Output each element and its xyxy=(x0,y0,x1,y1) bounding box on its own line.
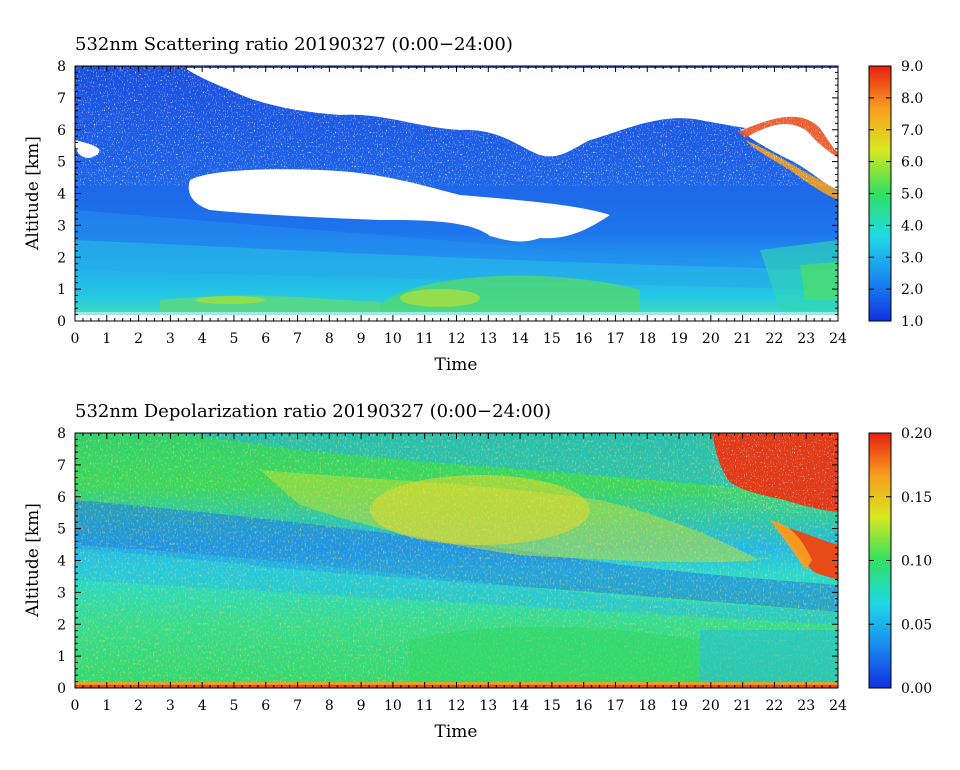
x-tick-label: 13 xyxy=(479,331,497,347)
x-tick-label: 14 xyxy=(511,698,529,714)
y-tick-label: 7 xyxy=(57,458,66,474)
y-tick-label: 6 xyxy=(57,490,66,506)
x-tick-label: 20 xyxy=(702,331,720,347)
x-tick-label: 17 xyxy=(607,698,625,714)
colorbar-tick-label: 9.0 xyxy=(901,59,923,75)
colorbar-tick-label: 5.0 xyxy=(901,187,923,203)
y-tick-label: 0 xyxy=(57,314,66,330)
x-tick-label: 14 xyxy=(511,331,529,347)
x-tick-label: 9 xyxy=(357,698,366,714)
x-tick-label: 18 xyxy=(638,331,656,347)
x-tick-label: 15 xyxy=(543,698,561,714)
x-tick-label: 3 xyxy=(166,698,175,714)
x-tick-label: 12 xyxy=(448,698,466,714)
y-tick-label: 0 xyxy=(57,681,66,697)
colorbar-tick-label: 1.0 xyxy=(901,314,923,330)
x-axis-label: Time xyxy=(435,355,478,375)
x-tick-label: 22 xyxy=(766,331,784,347)
depolarization-ratio-panel: 532nm Depolarization ratio 20190327 (0:0… xyxy=(23,401,932,742)
x-tick-label: 5 xyxy=(229,698,238,714)
y-tick-label: 8 xyxy=(57,59,66,75)
x-tick-label: 15 xyxy=(543,331,561,347)
x-tick-label: 3 xyxy=(166,331,175,347)
x-tick-label: 12 xyxy=(448,331,466,347)
x-tick-label: 1 xyxy=(102,331,111,347)
x-tick-label: 18 xyxy=(638,698,656,714)
x-tick-label: 7 xyxy=(293,698,302,714)
y-tick-label: 2 xyxy=(57,250,66,266)
x-tick-label: 24 xyxy=(829,698,847,714)
scattering-ratio-panel: 532nm Scattering ratio 20190327 (0:00−24… xyxy=(23,34,923,375)
x-tick-label: 19 xyxy=(670,331,688,347)
x-tick-label: 10 xyxy=(384,331,402,347)
x-tick-label: 7 xyxy=(293,331,302,347)
x-tick-label: 13 xyxy=(479,698,497,714)
x-axis: 0 1 2 3 4 5 6 7 8 9 10 11 12 13 14 15 16 17 18 19 20 21 22 23 24 xyxy=(71,433,847,714)
y-tick-label: 5 xyxy=(57,155,66,171)
y-axis-label: Altitude [km] xyxy=(23,503,43,618)
x-tick-label: 11 xyxy=(416,331,434,347)
y-tick-label: 7 xyxy=(57,91,66,107)
x-tick-label: 8 xyxy=(325,331,334,347)
y-tick-label: 3 xyxy=(57,218,66,234)
x-tick-label: 23 xyxy=(797,698,815,714)
y-axis: 0 1 2 3 4 5 6 7 8 xyxy=(57,59,838,330)
colorbar: 0.00 0.05 0.10 0.15 0.20 xyxy=(868,426,932,697)
x-axis: 0 1 2 3 4 5 6 7 8 9 10 11 12 13 14 15 16 17 18 19 20 21 22 23 24 xyxy=(71,66,847,347)
colorbar-tick-label: 2.0 xyxy=(901,282,923,298)
x-tick-label: 8 xyxy=(325,698,334,714)
x-tick-label: 17 xyxy=(607,331,625,347)
x-tick-label: 16 xyxy=(575,331,593,347)
colorbar-tick-label: 4.0 xyxy=(901,218,923,234)
colorbar-tick-label: 0.20 xyxy=(901,426,932,442)
x-tick-label: 11 xyxy=(416,698,434,714)
x-tick-label: 2 xyxy=(134,698,143,714)
x-tick-label: 20 xyxy=(702,698,720,714)
x-tick-label: 10 xyxy=(384,698,402,714)
x-tick-label: 24 xyxy=(829,331,847,347)
y-tick-label: 3 xyxy=(57,585,66,601)
x-tick-label: 0 xyxy=(71,698,80,714)
y-tick-label: 8 xyxy=(57,426,66,442)
y-axis-label: Altitude [km] xyxy=(23,136,43,251)
x-tick-label: 21 xyxy=(734,331,752,347)
y-tick-label: 2 xyxy=(57,617,66,633)
x-tick-label: 19 xyxy=(670,698,688,714)
colorbar-tick-label: 0.00 xyxy=(901,681,932,697)
y-tick-label: 1 xyxy=(57,649,66,665)
y-axis: 0 1 2 3 4 5 6 7 8 xyxy=(57,426,838,697)
colorbar-tick-label: 0.10 xyxy=(901,554,932,570)
chart-title: 532nm Scattering ratio 20190327 (0:00−24… xyxy=(75,34,513,55)
y-tick-label: 5 xyxy=(57,522,66,538)
x-axis-label: Time xyxy=(435,722,478,742)
x-tick-label: 4 xyxy=(198,698,207,714)
x-tick-label: 0 xyxy=(71,331,80,347)
x-tick-label: 1 xyxy=(102,698,111,714)
x-tick-label: 6 xyxy=(261,331,270,347)
colorbar-tick-label: 6.0 xyxy=(901,155,923,171)
x-tick-label: 5 xyxy=(229,331,238,347)
heatmap-image xyxy=(75,433,838,688)
x-tick-label: 16 xyxy=(575,698,593,714)
x-tick-label: 22 xyxy=(766,698,784,714)
y-tick-label: 4 xyxy=(57,554,66,570)
colorbar: 1.0 2.0 3.0 4.0 5.0 6.0 7.0 8.0 9.0 xyxy=(868,59,923,330)
heatmap-image xyxy=(75,66,838,321)
y-tick-label: 1 xyxy=(57,282,66,298)
colorbar-tick-label: 8.0 xyxy=(901,91,923,107)
x-tick-label: 2 xyxy=(134,331,143,347)
x-tick-label: 4 xyxy=(198,331,207,347)
colorbar-tick-label: 0.05 xyxy=(901,617,932,633)
colorbar-tick-label: 0.15 xyxy=(901,490,932,506)
x-tick-label: 23 xyxy=(797,331,815,347)
y-tick-label: 6 xyxy=(57,123,66,139)
y-tick-label: 4 xyxy=(57,187,66,203)
colorbar-tick-label: 3.0 xyxy=(901,250,923,266)
x-tick-label: 9 xyxy=(357,331,366,347)
colorbar-tick-label: 7.0 xyxy=(901,123,923,139)
chart-title: 532nm Depolarization ratio 20190327 (0:0… xyxy=(75,401,551,422)
x-tick-label: 21 xyxy=(734,698,752,714)
x-tick-label: 6 xyxy=(261,698,270,714)
